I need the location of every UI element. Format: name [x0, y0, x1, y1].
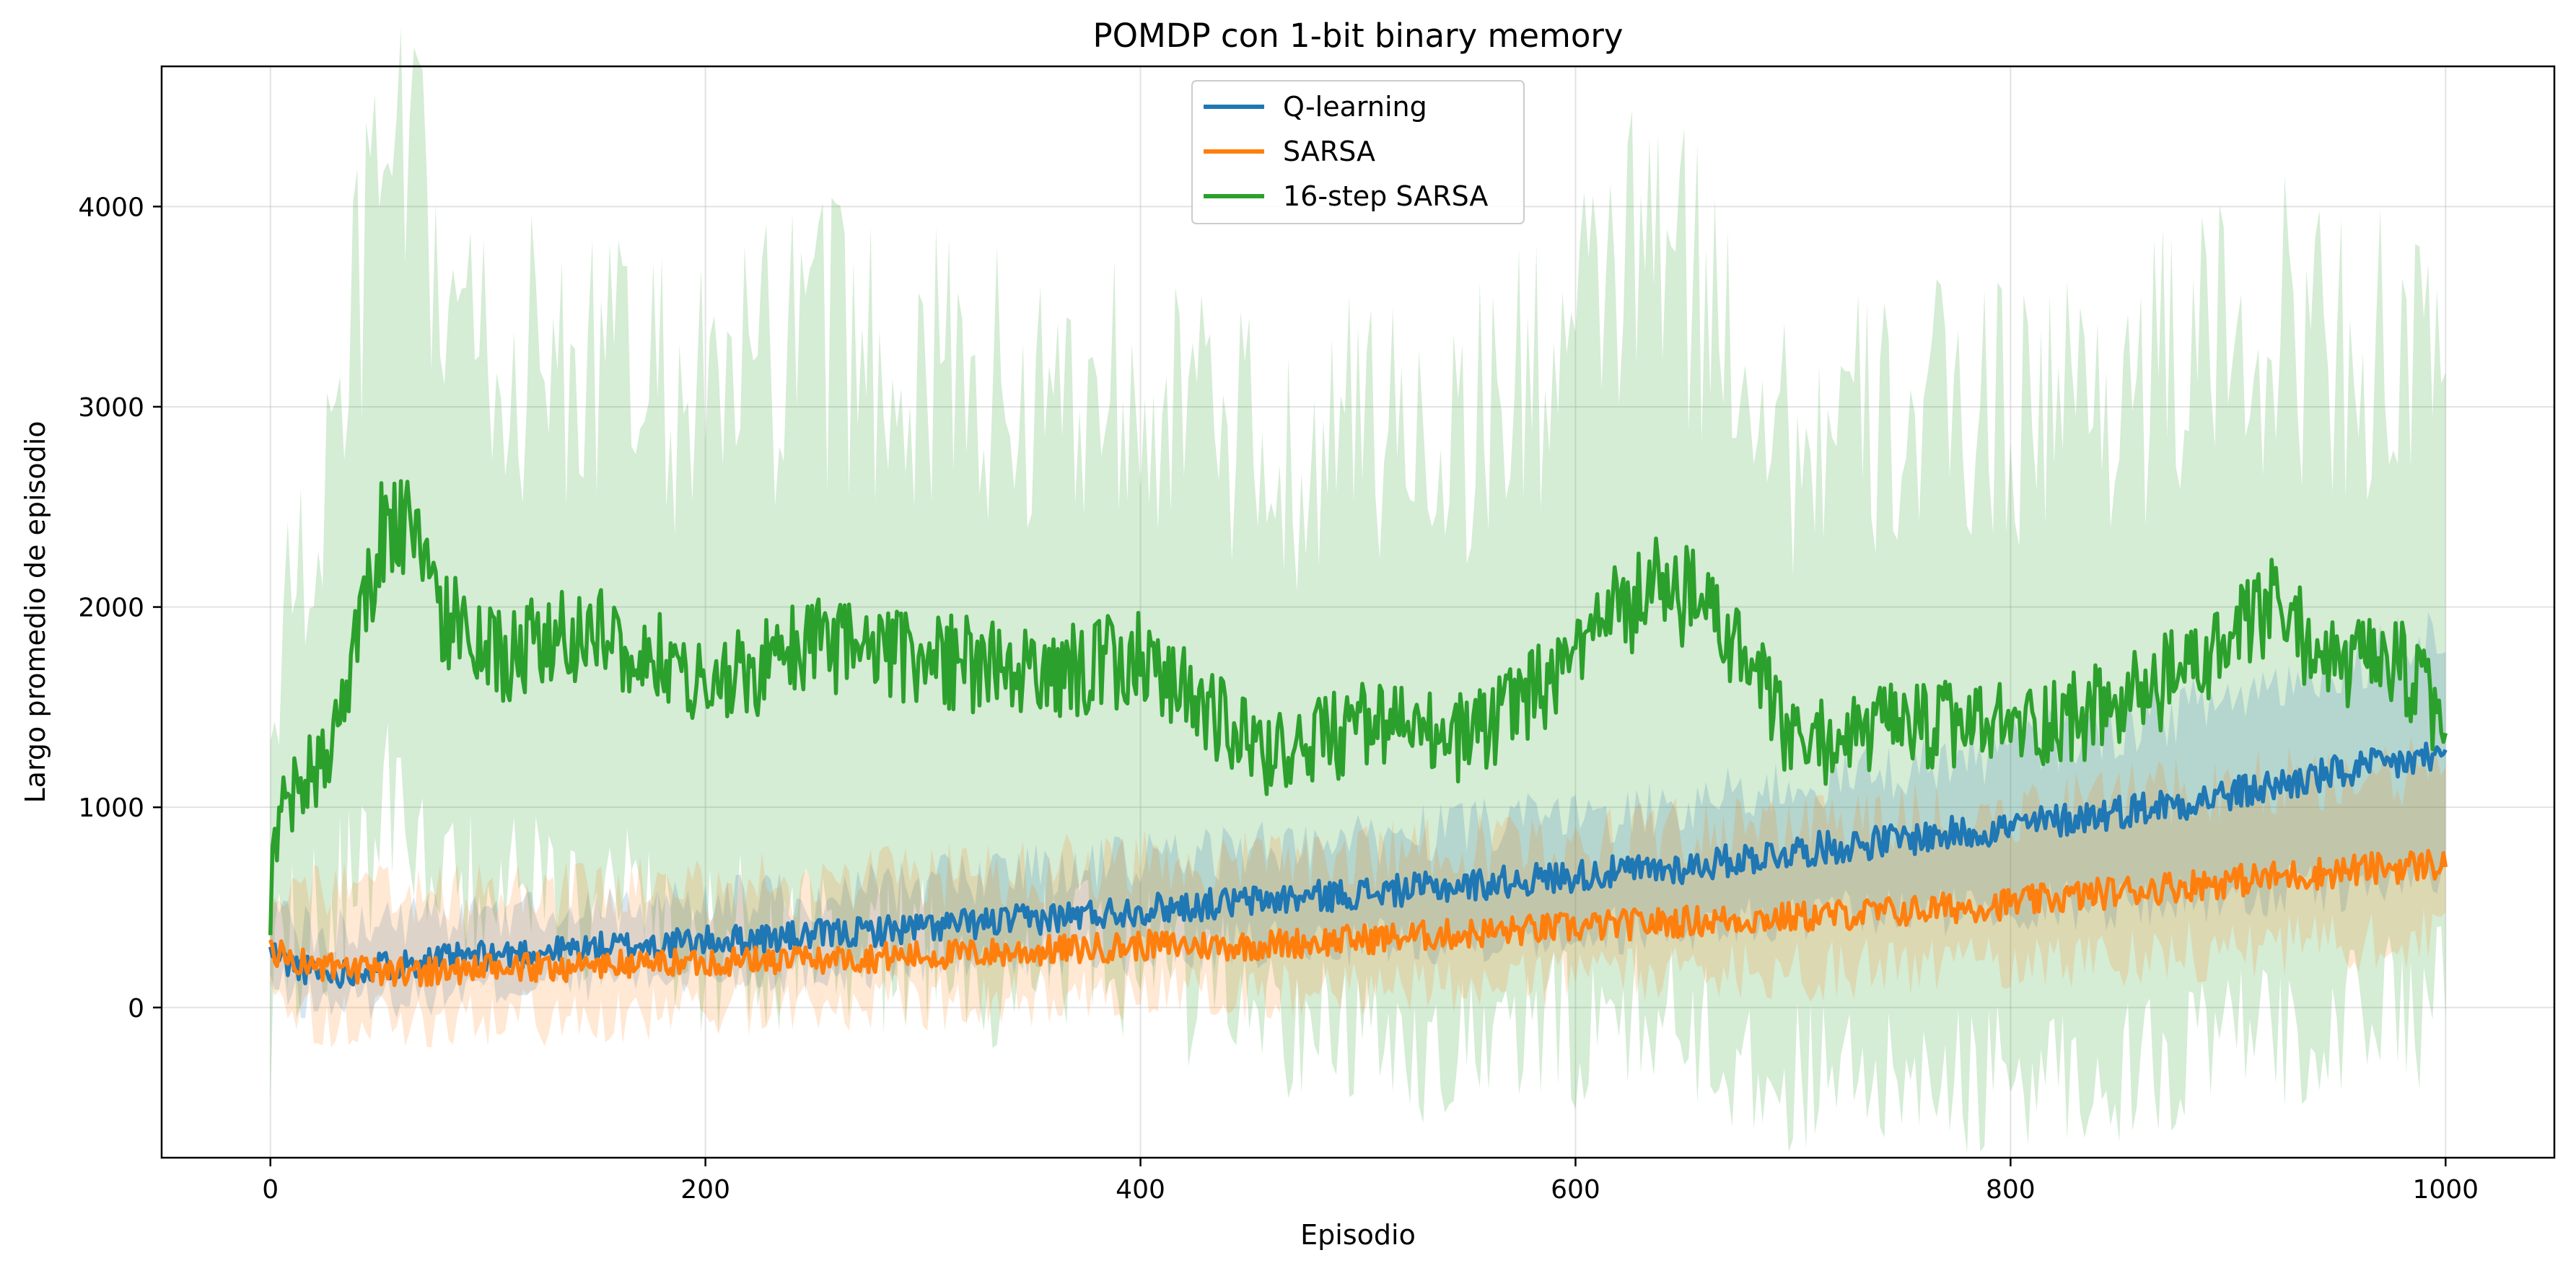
y-tick-label-3: 3000 [78, 393, 144, 423]
x-tick-label-2: 400 [1116, 1175, 1165, 1205]
series-lines [268, 479, 2448, 989]
y-tick-label-1: 1000 [78, 793, 144, 823]
legend-box [1191, 80, 1525, 224]
legend: Q-learning SARSA 16-step SARSA [1191, 80, 1525, 224]
band-16-step-sarsa [270, 27, 2446, 1153]
legend-label-sarsa: SARSA [1283, 136, 1375, 167]
x-tick-label-4: 800 [1986, 1175, 2036, 1205]
x-tick-label-5: 1000 [2412, 1175, 2479, 1205]
x-tick-label-1: 200 [680, 1175, 730, 1205]
x-tick-label-3: 600 [1551, 1175, 1600, 1205]
line-16-step-sarsa [268, 479, 2448, 936]
line-q-learning [268, 742, 2448, 989]
y-axis-label: Largo promedio de episodio [19, 421, 51, 803]
plot-area [160, 65, 2556, 1159]
gridlines [162, 66, 2554, 1158]
y-tick-label-2: 2000 [78, 594, 144, 623]
y-tick-label-4: 4000 [78, 193, 144, 222]
axis-ticks: 0 200 400 600 800 1000 0 1000 2000 3000 4000 [78, 193, 2479, 1205]
x-tick-label-0: 0 [262, 1175, 279, 1205]
chart-title: POMDP con 1-bit binary memory [1092, 17, 1623, 55]
legend-label-q-learning: Q-learning [1283, 91, 1427, 123]
y-tick-label-0: 0 [128, 994, 144, 1024]
line-sarsa [268, 848, 2448, 987]
x-axis-label: Episodio [1300, 1219, 1416, 1251]
band-q-learning [270, 612, 2446, 1020]
legend-label-16-step-sarsa: 16-step SARSA [1283, 180, 1488, 212]
